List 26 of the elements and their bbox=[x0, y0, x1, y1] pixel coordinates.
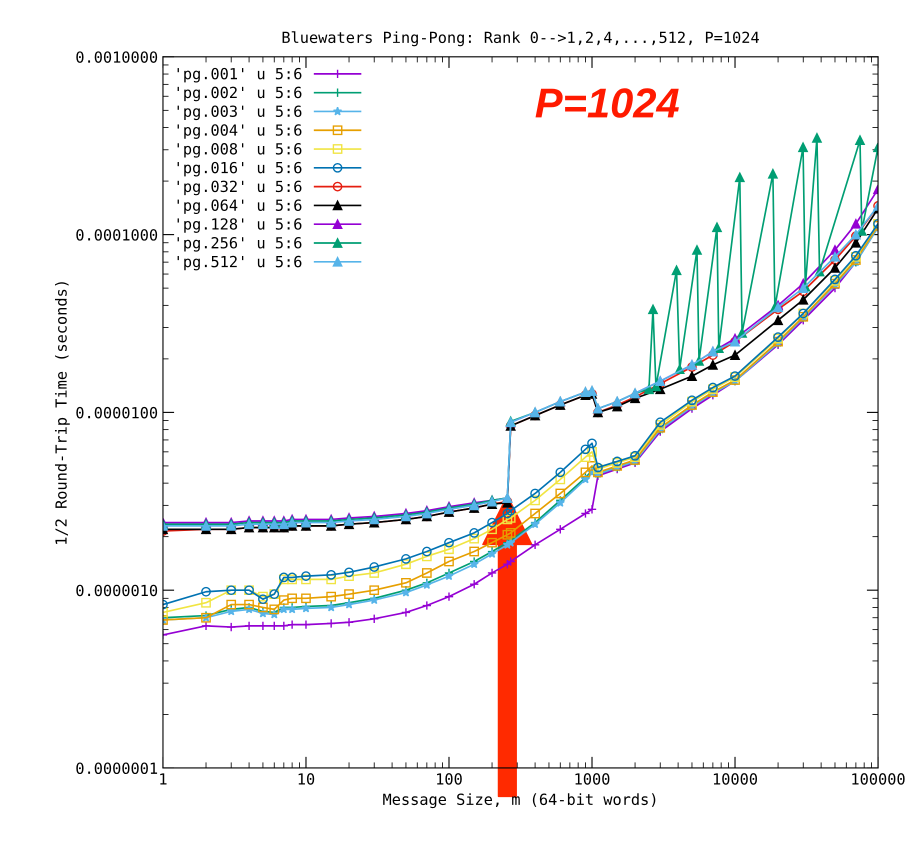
x-tick-label: 1 bbox=[160, 773, 167, 785]
legend-label: 'pg.032' u 5:6 bbox=[178, 180, 302, 196]
legend-label: 'pg.001' u 5:6 bbox=[178, 68, 302, 82]
y-tick-label: 0.0000001 bbox=[76, 762, 158, 774]
legend-label: 'pg.003' u 5:6 bbox=[178, 105, 302, 120]
x-tick-label: 100 bbox=[437, 773, 462, 785]
y-axis-title: 1/2 Round-Trip Time (seconds) bbox=[54, 282, 70, 544]
legend-label: 'pg.256' u 5:6 bbox=[178, 236, 302, 252]
legend-label: 'pg.064' u 5:6 bbox=[178, 199, 302, 214]
y-tick-label: 0.0000100 bbox=[76, 406, 158, 418]
legend-label: 'pg.008' u 5:6 bbox=[178, 143, 302, 158]
x-tick-label: 10 bbox=[298, 773, 314, 785]
x-axis-title: Message Size, m (64-bit words) bbox=[383, 793, 656, 808]
legend-label: 'pg.016' u 5:6 bbox=[178, 162, 302, 176]
x-tick-label: 100000 bbox=[852, 773, 905, 785]
y-tick-label: 0.0000010 bbox=[76, 584, 158, 596]
legend-label: 'pg.002' u 5:6 bbox=[178, 86, 302, 102]
x-tick-label: 1000 bbox=[575, 773, 610, 785]
legend-label: 'pg.128' u 5:6 bbox=[178, 218, 302, 233]
y-tick-label: 0.0010000 bbox=[76, 51, 158, 63]
legend-label: 'pg.512' u 5:6 bbox=[178, 256, 302, 270]
annotation: P=1024 bbox=[536, 88, 679, 118]
x-tick-label: 10000 bbox=[714, 773, 758, 785]
chart-title: Bluewaters Ping-Pong: Rank 0-->1,2,4,...,512, P=1024 bbox=[282, 31, 759, 46]
y-tick-label: 0.0001000 bbox=[76, 229, 158, 241]
legend-label: 'pg.004' u 5:6 bbox=[178, 124, 302, 139]
